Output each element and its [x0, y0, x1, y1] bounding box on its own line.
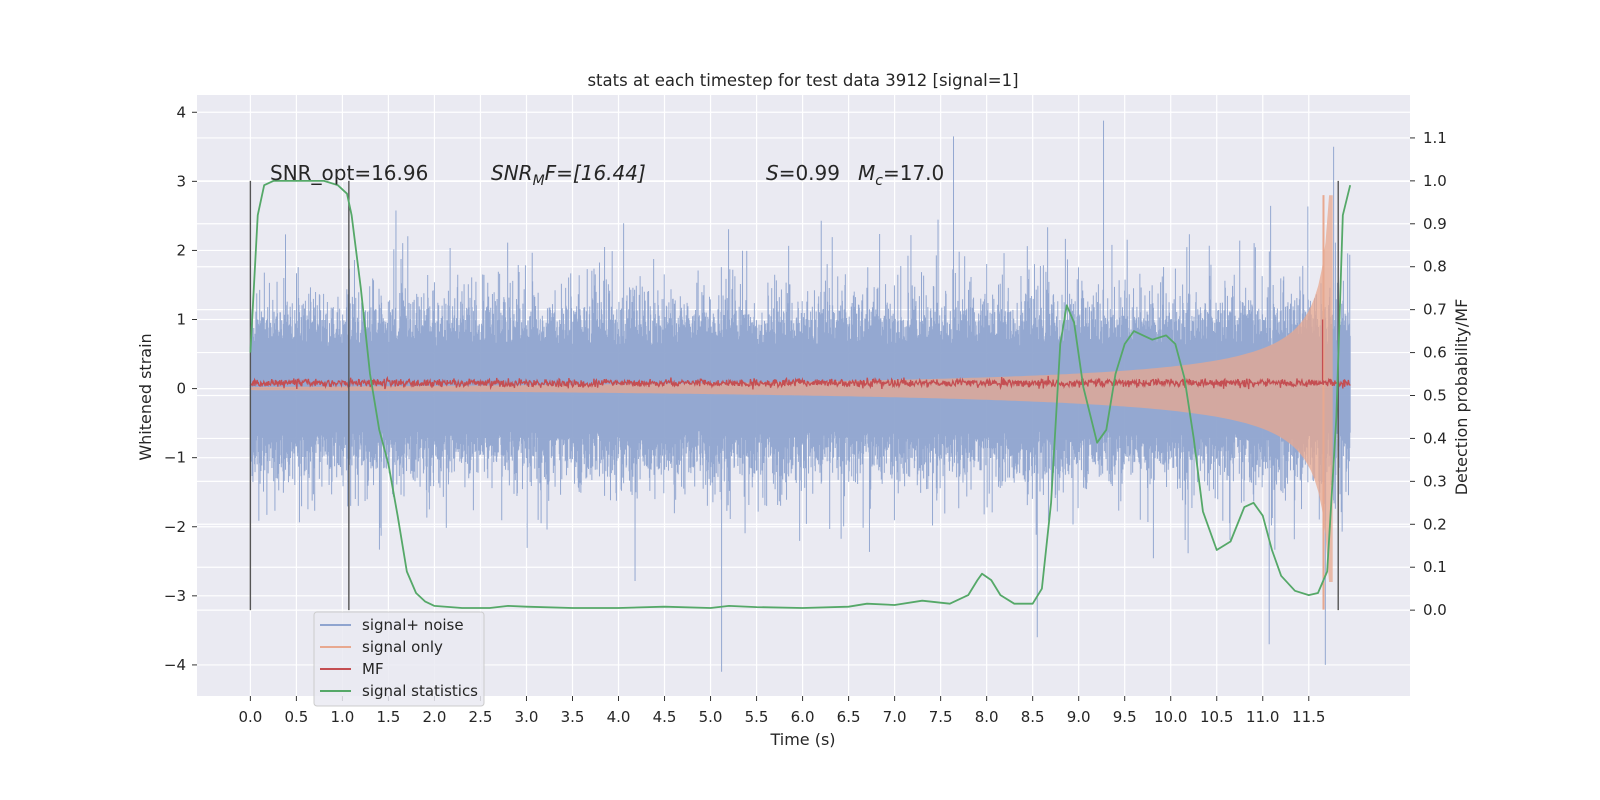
annotation-mc-label: M	[858, 161, 875, 185]
x-tick-label: 9.5	[1113, 708, 1137, 726]
annotation-snr-opt: SNR_opt=16.96	[270, 161, 428, 185]
y-right-tick-label: 0.2	[1423, 515, 1447, 533]
y-right-tick-label: 0.9	[1423, 215, 1447, 233]
annotation-mc: Mc=17.0	[858, 161, 944, 189]
x-tick-label: 0.0	[238, 708, 262, 726]
x-tick-label: 8.5	[1021, 708, 1045, 726]
chart-title: stats at each timestep for test data 391…	[587, 71, 1018, 90]
annotation-s: S=0.99	[766, 161, 840, 185]
y-right-tick-label: 0.5	[1423, 387, 1447, 405]
y-right-tick-label: 0.0	[1423, 601, 1447, 619]
y-right-tick-label: 1.0	[1423, 172, 1447, 190]
series-mf	[249, 319, 1351, 391]
x-tick-label: 1.0	[330, 708, 354, 726]
legend-label-signal-noise: signal+ noise	[362, 616, 464, 634]
y-right-tick-label: 1.1	[1423, 129, 1447, 147]
annotation-mc-value: =17.0	[883, 161, 944, 185]
x-tick-label: 1.5	[376, 708, 400, 726]
legend: signal+ noise signal only MF signal stat…	[313, 611, 485, 707]
x-tick-label: 3.5	[561, 708, 585, 726]
x-tick-label: 6.5	[837, 708, 861, 726]
annotation-s-label: S	[766, 161, 779, 185]
y-right-tick-label: 0.8	[1423, 258, 1447, 276]
y-right-tick-label: 0.3	[1423, 472, 1447, 490]
annotation-snr-mf-label: SNR	[491, 161, 533, 185]
x-tick-label: 7.5	[929, 708, 953, 726]
legend-box	[313, 611, 485, 707]
annotation-snr-mf-f: F=[16.44]	[545, 161, 646, 185]
x-tick-label: 9.0	[1067, 708, 1091, 726]
series-signal-statistics	[249, 180, 1352, 609]
legend-label-signal-only: signal only	[362, 638, 443, 656]
y-axis-title: Whitened strain	[136, 333, 155, 460]
x-tick-label: 11.5	[1292, 708, 1325, 726]
x-tick-label: 11.0	[1246, 708, 1279, 726]
x-tick-label: 7.0	[883, 708, 907, 726]
x-tick-label: 8.0	[975, 708, 999, 726]
annotation-s-value: =0.99	[779, 161, 840, 185]
y-tick-label: 3	[176, 172, 186, 190]
annotation-snr-mf: SNRMF=[16.44]	[491, 161, 646, 189]
y-tick-label: 4	[176, 103, 186, 121]
x-axis-title: Time (s)	[769, 730, 835, 749]
series-signal-only	[250, 195, 1333, 582]
annotation-snr-mf-sub: M	[533, 173, 545, 189]
x-tick-label: 5.5	[745, 708, 769, 726]
x-tick-label: 5.0	[699, 708, 723, 726]
x-tick-label: 0.5	[284, 708, 308, 726]
x-tick-label: 10.5	[1200, 708, 1233, 726]
y-tick-label: 1	[176, 311, 186, 329]
legend-label-mf: MF	[362, 660, 384, 678]
y-right-tick-label: 0.7	[1423, 301, 1447, 319]
y-right-tick-label: 0.1	[1423, 558, 1447, 576]
y-right-axis-title: Detection probability/MF	[1452, 299, 1471, 496]
y-right-tick-label: 0.6	[1423, 344, 1447, 362]
x-tick-label: 4.0	[607, 708, 631, 726]
x-tick-label: 10.0	[1154, 708, 1187, 726]
y-right-tick-label: 0.4	[1423, 429, 1447, 447]
y-tick-label: −4	[164, 656, 186, 674]
y-tick-label: −2	[164, 518, 186, 536]
annotation-mc-sub: c	[875, 173, 883, 189]
y-tick-label: −3	[164, 587, 186, 605]
y-tick-label: 0	[176, 380, 186, 398]
y-tick-label: 2	[176, 241, 186, 259]
x-tick-label: 4.5	[653, 708, 677, 726]
y-tick-label: −1	[164, 449, 186, 467]
x-tick-label: 6.0	[791, 708, 815, 726]
legend-label-signal-statistics: signal statistics	[362, 682, 478, 700]
x-tick-label: 3.0	[515, 708, 539, 726]
x-tick-label: 2.0	[423, 708, 447, 726]
x-tick-label: 2.5	[469, 708, 493, 726]
